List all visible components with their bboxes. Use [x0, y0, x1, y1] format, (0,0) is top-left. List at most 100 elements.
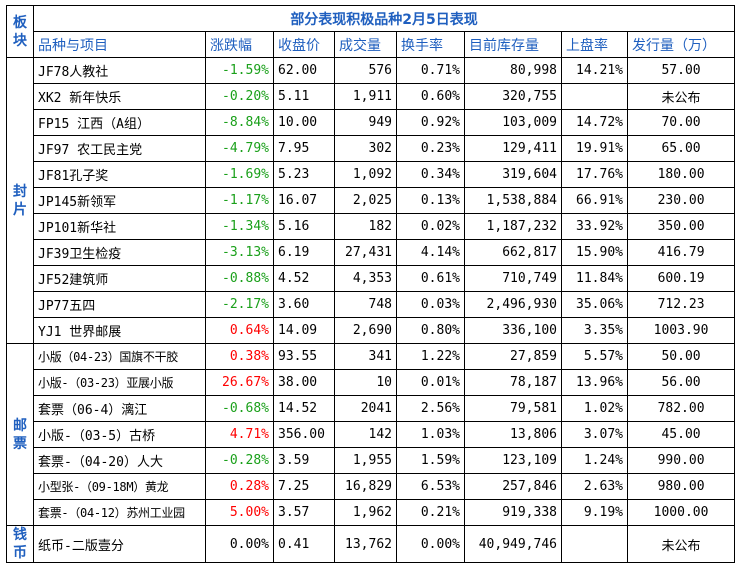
close-cell: 5.23: [273, 161, 335, 188]
stock-cell: 257,846: [464, 473, 562, 500]
turnover-cell: 0.01%: [396, 369, 465, 396]
volume-cell: 16,829: [334, 473, 397, 500]
stock-cell: 710,749: [464, 265, 562, 292]
stock-cell: 129,411: [464, 135, 562, 162]
close-cell: 3.57: [273, 499, 335, 526]
issue-cell: 782.00: [626, 395, 736, 422]
close-cell: 16.07: [273, 187, 335, 214]
header-row: 品种与项目 涨跌幅 收盘价 成交量 换手率 目前库存量 上盘率 发行量（万）: [7, 31, 736, 58]
turnover-cell: 0.03%: [396, 291, 465, 318]
rate-cell: 14.72%: [561, 109, 628, 136]
stock-cell: 336,100: [464, 317, 562, 344]
close-cell: 10.00: [273, 109, 335, 136]
volume-cell: 949: [334, 109, 397, 136]
change-cell: 26.67%: [205, 369, 274, 396]
change-cell: 0.38%: [205, 343, 274, 370]
close-cell: 7.95: [273, 135, 335, 162]
table-row: 封片 JF78人教社 -1.59% 62.00 576 0.71% 80,998 14.21%…: [6, 57, 736, 344]
section-label: 邮票: [6, 343, 34, 526]
rate-cell: 19.91%: [561, 135, 628, 162]
issue-cell: 980.00: [626, 473, 736, 500]
item-name: 套票（06-4）漓江: [33, 395, 206, 422]
change-cell: 4.71%: [205, 421, 274, 448]
issue-cell: 416.79: [626, 239, 736, 266]
close-cell: 356.00: [273, 421, 335, 448]
stock-cell: 80,998: [464, 57, 562, 84]
volume-cell: 13,762: [334, 525, 397, 563]
volume-cell: 1,911: [334, 83, 397, 110]
header-change: 涨跌幅: [205, 31, 274, 58]
header-rate: 上盘率: [561, 31, 628, 58]
close-cell: 93.55: [273, 343, 335, 370]
issue-cell: 180.00: [626, 161, 736, 188]
board-header: 板块: [6, 5, 34, 58]
volume-cell: 302: [334, 135, 397, 162]
volume-cell: 576: [334, 57, 397, 84]
issue-cell: 未公布: [626, 525, 736, 563]
rate-cell: [561, 83, 628, 110]
table-row: 小版-（03-5）古桥 4.71% 356.00 142 1.03% 13,806 3.07…: [7, 421, 736, 448]
stock-cell: 2,496,930: [464, 291, 562, 318]
issue-cell: 70.00: [626, 109, 736, 136]
change-cell: -1.34%: [205, 213, 274, 240]
item-name: YJ1 世界邮展: [33, 317, 206, 344]
item-name: JP101新华社: [33, 213, 206, 240]
turnover-cell: 0.34%: [396, 161, 465, 188]
change-cell: -3.13%: [205, 239, 274, 266]
rate-cell: 13.96%: [561, 369, 628, 396]
stock-cell: 78,187: [464, 369, 562, 396]
volume-cell: 2,690: [334, 317, 397, 344]
rate-cell: 2.63%: [561, 473, 628, 500]
table-row: FP15 江西（A组） -8.84% 10.00 949 0.92% 103,009 14.…: [7, 109, 736, 136]
item-name: 套票-（04-20）人大: [33, 447, 206, 474]
rate-cell: 3.07%: [561, 421, 628, 448]
rate-cell: 1.24%: [561, 447, 628, 474]
issue-cell: 50.00: [626, 343, 736, 370]
rate-cell: 11.84%: [561, 265, 628, 292]
close-cell: 14.52: [273, 395, 335, 422]
table-row: JP77五四 -2.17% 3.60 748 0.03% 2,496,930 35.06% 7…: [7, 291, 736, 318]
rate-cell: 9.19%: [561, 499, 628, 526]
change-cell: 0.00%: [205, 525, 274, 563]
turnover-cell: 0.80%: [396, 317, 465, 344]
issue-cell: 1003.90: [626, 317, 736, 344]
stock-cell: 79,581: [464, 395, 562, 422]
stock-cell: 919,338: [464, 499, 562, 526]
change-cell: -2.17%: [205, 291, 274, 318]
close-cell: 7.25: [273, 473, 335, 500]
table-row: 套票-（04-20）人大 -0.28% 3.59 1,955 1.59% 123,109 1…: [7, 447, 736, 474]
issue-cell: 712.23: [626, 291, 736, 318]
change-cell: -1.69%: [205, 161, 274, 188]
change-cell: -1.17%: [205, 187, 274, 214]
item-name: JF52建筑师: [33, 265, 206, 292]
issue-cell: 350.00: [626, 213, 736, 240]
table-row: JF52建筑师 -0.88% 4.52 4,353 0.61% 710,749 11.84%…: [7, 265, 736, 292]
header-issue: 发行量（万）: [626, 31, 736, 58]
table-row: 钱币 纸币-二版壹分 0.00% 0.41 13,762 0.00% 40,949,746 未…: [6, 525, 736, 563]
table-row: YJ1 世界邮展 0.64% 14.09 2,690 0.80% 336,100 3.35%…: [7, 317, 736, 344]
rate-cell: [561, 525, 628, 563]
change-cell: 0.28%: [205, 473, 274, 500]
change-cell: -8.84%: [205, 109, 274, 136]
close-cell: 6.19: [273, 239, 335, 266]
issue-cell: 600.19: [626, 265, 736, 292]
section-label: 封片: [6, 57, 34, 344]
stock-cell: 123,109: [464, 447, 562, 474]
close-cell: 62.00: [273, 57, 335, 84]
stock-cell: 1,187,232: [464, 213, 562, 240]
turnover-cell: 1.59%: [396, 447, 465, 474]
item-name: 小型张-（09-18M）黄龙: [33, 473, 206, 500]
table-row: JF97 农工民主党 -4.79% 7.95 302 0.23% 129,411 19.91…: [7, 135, 736, 162]
close-cell: 3.59: [273, 447, 335, 474]
item-name: 小版-（03-23）亚展小版: [33, 369, 206, 396]
table-row: 套票-（04-12）苏州工业园 5.00% 3.57 1,962 0.21% 919,33…: [7, 499, 736, 526]
table-row: JF81孔子奖 -1.69% 5.23 1,092 0.34% 319,604 17.76%…: [7, 161, 736, 188]
close-cell: 38.00: [273, 369, 335, 396]
close-cell: 0.41: [273, 525, 335, 563]
item-name: JF97 农工民主党: [33, 135, 206, 162]
header-volume: 成交量: [334, 31, 397, 58]
volume-cell: 748: [334, 291, 397, 318]
item-name: 套票-（04-12）苏州工业园: [33, 499, 206, 526]
change-cell: -1.59%: [205, 57, 274, 84]
